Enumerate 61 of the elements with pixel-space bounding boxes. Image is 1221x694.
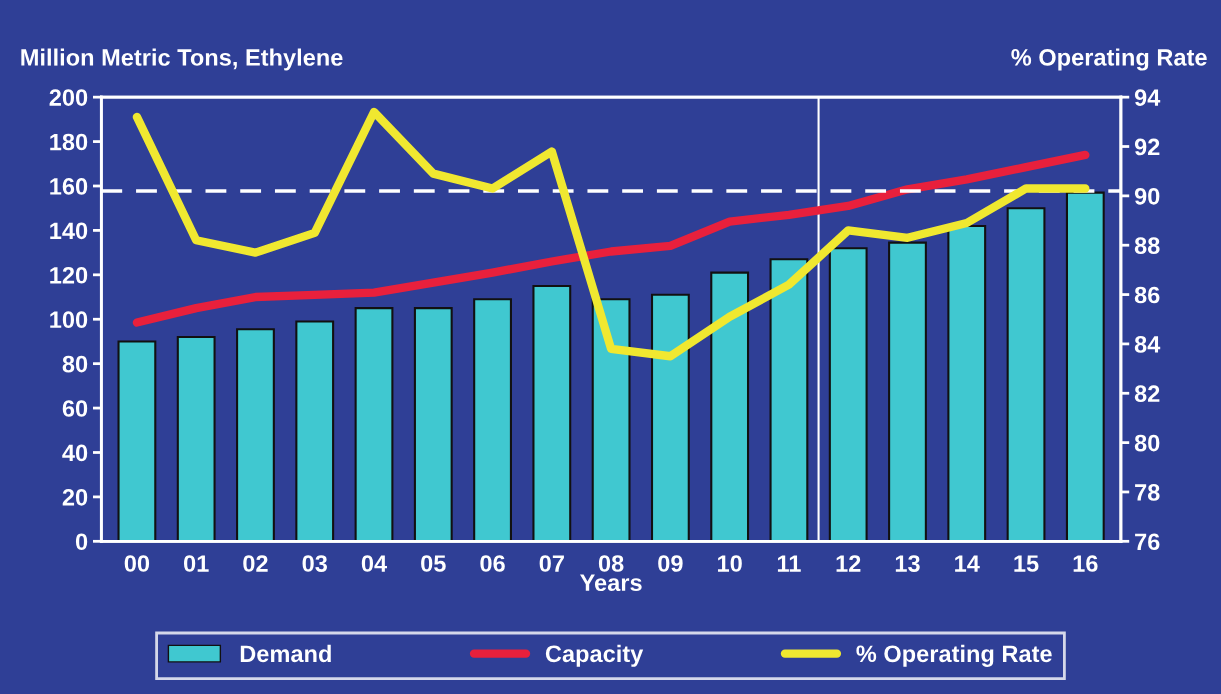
y-tick-label: 100 [50, 311, 88, 329]
y-tick-label: 180 [50, 133, 88, 151]
y-tick-label: 20 [62, 488, 88, 506]
bar [650, 293, 690, 542]
x-tick-label: 16 [1073, 555, 1098, 572]
x-tick-label: 04 [361, 555, 388, 572]
x-tick-label: 08 [598, 555, 624, 572]
y-tick-label: 120 [50, 266, 88, 284]
x-axis-title: Years [580, 574, 642, 592]
x-tick-label: 03 [302, 555, 328, 572]
x-tick-label: 06 [480, 555, 505, 572]
bar [473, 298, 512, 542]
x-tick-label: 15 [1014, 555, 1039, 572]
x-tick-label: 11 [777, 555, 801, 572]
bar [413, 307, 453, 542]
y-tick-label: 160 [50, 178, 88, 195]
bar [1065, 191, 1105, 542]
bar [354, 307, 394, 542]
y-tick-label: 0 [75, 533, 88, 551]
x-tick-label: 07 [539, 555, 564, 572]
y-tick-label: 60 [62, 400, 88, 417]
y2-tick-label: 88 [1134, 237, 1160, 254]
y2-tick-label: 78 [1135, 484, 1160, 501]
legend-label: % Operating Rate [856, 644, 1052, 667]
bar [176, 335, 216, 542]
y2-tick-label: 84 [1134, 335, 1161, 353]
bar [295, 320, 335, 542]
x-tick-label: 10 [718, 555, 742, 572]
x-tick-label: 12 [836, 555, 861, 572]
bar [591, 298, 631, 542]
bar [532, 284, 572, 542]
y2-tick-label: 94 [1134, 89, 1161, 106]
y2-tick-label: 92 [1134, 138, 1160, 156]
bar [117, 340, 157, 542]
x-tick-label: 01 [183, 555, 209, 572]
y-axis-title: Million Metric Tons, Ethylene [21, 48, 343, 71]
bar [769, 258, 809, 542]
x-tick-label: 09 [658, 555, 683, 572]
legend-label: Demand [240, 644, 331, 663]
y2-axis-title: % Operating Rate [1011, 48, 1207, 71]
bar [828, 247, 868, 542]
legend-label: Capacity [545, 644, 644, 667]
bar [947, 224, 987, 542]
x-tick-label: 05 [421, 555, 446, 572]
x-tick-label: 14 [955, 555, 980, 572]
bar [236, 328, 275, 542]
x-tick-label: 00 [124, 555, 150, 572]
y2-tick-label: 86 [1134, 286, 1160, 304]
bar [888, 241, 927, 542]
x-tick-label: 13 [895, 555, 920, 572]
y2-tick-label: 76 [1135, 533, 1160, 551]
bar [710, 271, 750, 542]
y-tick-label: 140 [50, 222, 88, 240]
y2-tick-label: 82 [1134, 385, 1160, 403]
y2-tick-label: 80 [1134, 434, 1160, 452]
y-tick-label: 40 [62, 444, 88, 462]
bar [1006, 207, 1046, 542]
y-tick-label: 200 [49, 89, 88, 106]
y-tick-label: 80 [62, 355, 88, 373]
y2-tick-label: 90 [1134, 187, 1160, 205]
x-tick-label: 02 [243, 555, 268, 572]
